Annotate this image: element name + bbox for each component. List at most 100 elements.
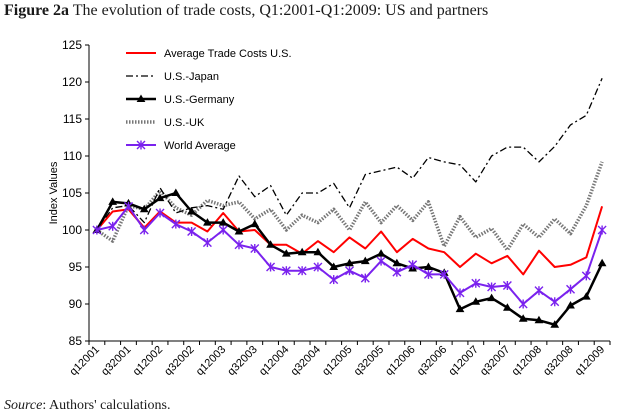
legend-item: U.S.-UK [126, 117, 205, 129]
x-tick-label: q12005 [320, 344, 354, 378]
data-point-marker [329, 275, 339, 285]
data-point-marker [171, 188, 181, 196]
data-point-marker [376, 256, 386, 266]
series-world-average [92, 201, 607, 309]
series-u-s-japan [96, 78, 603, 231]
data-point-marker [345, 258, 354, 267]
data-point-marker [234, 226, 244, 235]
x-tick-label: q12008 [510, 344, 544, 378]
data-point-marker [471, 297, 481, 305]
data-point-marker [218, 218, 228, 226]
source-text: : Authors' calculations. [42, 398, 171, 413]
data-point-marker [92, 225, 102, 235]
x-tick-label: q32001 [99, 344, 133, 378]
data-point-marker [281, 249, 291, 257]
y-tick-label: 125 [62, 38, 82, 52]
data-point-marker [503, 303, 512, 311]
figure-title: Figure 2a The evolution of trade costs, … [4, 2, 620, 20]
data-point-marker [360, 273, 370, 283]
data-point-marker [108, 221, 118, 231]
series-u-s-germany [92, 188, 607, 328]
x-tick-label: q32002 [162, 344, 196, 378]
data-point-marker [597, 258, 607, 267]
x-tick-label: q12003 [194, 344, 228, 378]
data-point-marker [360, 256, 370, 265]
figure-number: Figure 2a [4, 2, 70, 19]
data-point-marker [108, 197, 118, 205]
data-point-marker [297, 247, 307, 256]
legend-label: U.S.-Germany [164, 94, 235, 106]
source-note: Source: Authors' calculations. [4, 398, 170, 414]
data-point-marker [329, 262, 339, 270]
x-tick-label: q32007 [478, 344, 512, 378]
x-tick-label: q32005 [352, 344, 386, 378]
data-point-marker [455, 288, 465, 298]
legend-item: U.S.-Japan [126, 71, 219, 83]
data-point-marker [581, 292, 591, 300]
data-point-marker [187, 226, 197, 236]
y-tick-label: 100 [62, 223, 82, 237]
data-point-marker [597, 225, 607, 235]
data-point-marker [502, 281, 512, 290]
y-tick-label: 115 [63, 112, 82, 126]
data-point-marker [581, 271, 591, 281]
data-point-marker [392, 258, 402, 267]
data-point-marker [123, 201, 133, 211]
data-point-marker [234, 240, 244, 250]
x-tick-label: q32008 [541, 344, 575, 378]
data-point-marker [266, 262, 276, 272]
x-tick-label: q12001 [68, 344, 102, 378]
y-tick-label: 85 [69, 334, 83, 348]
chart-legend: Average Trade Costs U.S. U.S.-Japan U.S.-G… [126, 48, 292, 152]
data-point-marker [139, 204, 149, 213]
chart-axes: 85 90 95 100 105 110 115 120 125 Index Values q120… [48, 38, 611, 378]
series-u-s-uk [95, 161, 604, 252]
legend-label: U.S.-Japan [164, 71, 219, 83]
data-point-marker [439, 269, 449, 279]
data-point-marker [136, 94, 146, 102]
data-point-marker [297, 266, 307, 276]
data-point-marker [136, 140, 146, 150]
data-point-marker [518, 299, 528, 309]
y-tick-label: 120 [62, 75, 82, 89]
data-point-marker [487, 282, 497, 292]
x-tick-label: q12007 [446, 344, 480, 378]
data-point-marker [376, 249, 386, 257]
data-point-marker [518, 314, 528, 322]
data-point-marker [566, 284, 576, 294]
legend-label: Average Trade Costs U.S. [164, 48, 292, 60]
data-point-marker [550, 297, 560, 307]
data-point-marker [471, 278, 481, 288]
data-point-marker [424, 262, 433, 270]
data-point-marker [266, 240, 275, 248]
x-tick-label: q32003 [225, 344, 259, 378]
data-point-marker [139, 225, 149, 235]
y-tick-label: 90 [69, 297, 83, 311]
data-point-marker [155, 193, 165, 202]
data-point-marker [534, 315, 544, 324]
legend-label: World Average [164, 140, 236, 152]
data-point-marker [534, 286, 544, 296]
x-tick-label: q32004 [289, 344, 323, 378]
legend-item: World Average [126, 140, 236, 152]
x-tick-label: q32006 [415, 344, 449, 378]
source-label: Source [4, 398, 43, 413]
x-tick-label: q12004 [257, 344, 291, 378]
data-point-marker [281, 266, 291, 276]
figure-title-text: The evolution of trade costs, Q1:2001-Q1… [72, 2, 489, 19]
data-point-marker [550, 320, 560, 328]
series-average-trade-costs-u-s [96, 206, 604, 276]
data-point-marker [203, 218, 212, 226]
data-point-marker [218, 225, 228, 235]
data-point-marker [155, 208, 165, 218]
data-point-marker [187, 207, 196, 215]
x-tick-label: q12002 [131, 344, 165, 378]
series-line [95, 161, 604, 252]
data-point-marker [313, 262, 323, 272]
x-tick-label: q12006 [383, 344, 417, 378]
data-point-marker [455, 304, 465, 313]
y-tick-label: 95 [69, 260, 83, 274]
data-point-marker [313, 247, 323, 256]
data-point-marker [487, 293, 496, 302]
